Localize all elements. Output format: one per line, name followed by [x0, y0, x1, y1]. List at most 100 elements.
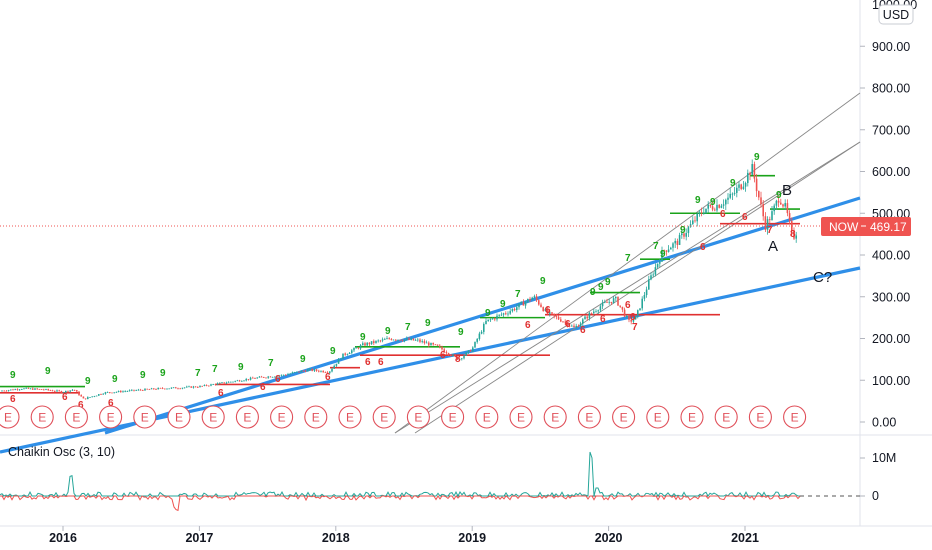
candle-body: [764, 216, 767, 230]
earnings-marker[interactable]: [612, 405, 636, 429]
candle-body: [692, 220, 694, 225]
earnings-marker[interactable]: [406, 405, 430, 429]
candle-body: [164, 388, 166, 390]
earnings-marker[interactable]: [748, 405, 772, 429]
candle-body: [553, 313, 555, 316]
candle-body: [247, 379, 250, 380]
candle-body: [687, 227, 690, 234]
candle-body: [214, 384, 217, 386]
candle-body: [263, 376, 265, 378]
time-axis[interactable]: 2016 2017 2018 2019 2020 2021: [49, 526, 759, 545]
candle-body: [293, 372, 296, 373]
setup-number-green: 9: [776, 190, 782, 201]
candle-body: [406, 338, 408, 340]
candle-body: [27, 387, 30, 389]
candle-body: [23, 388, 25, 390]
candle-body: [362, 343, 364, 346]
candle-body: [12, 389, 14, 391]
candle-body: [696, 213, 698, 222]
earnings-marker[interactable]: [30, 405, 54, 429]
setup-number-green: 9: [425, 318, 431, 329]
candle-body: [21, 389, 23, 390]
earnings-marker[interactable]: [577, 405, 601, 429]
candle-body: [791, 221, 793, 231]
earnings-marker[interactable]: [372, 405, 396, 429]
candle-body: [456, 356, 459, 360]
earnings-marker[interactable]: [0, 405, 20, 429]
candle-body: [542, 307, 544, 311]
candle-body: [509, 311, 511, 314]
channel-line-lower[interactable]: [394, 141, 861, 434]
oscillator-label[interactable]: Chaikin Osc (3, 10): [8, 445, 115, 459]
earnings-marker[interactable]: [475, 405, 499, 429]
candle-body: [172, 387, 175, 389]
setup-number-green: 9: [160, 368, 166, 379]
candle-body: [434, 344, 437, 346]
candle-body: [373, 341, 375, 343]
candle-body: [34, 388, 36, 390]
earnings-marker-label: E: [585, 411, 593, 425]
candle-body: [175, 387, 177, 389]
candle-body: [500, 314, 503, 316]
candle-body: [337, 359, 340, 364]
earnings-marker[interactable]: [338, 405, 362, 429]
setup-number-green: 9: [710, 197, 716, 208]
candle-body: [619, 305, 621, 307]
wave-label-b[interactable]: B: [782, 182, 792, 199]
candle-body: [617, 296, 619, 306]
candle-body: [67, 390, 69, 392]
setup-number-green: 7: [195, 368, 201, 379]
candle-body: [608, 301, 610, 303]
earnings-marker[interactable]: [543, 405, 567, 429]
candle-body: [777, 200, 780, 203]
currency-button[interactable]: [878, 4, 914, 25]
earnings-marker[interactable]: [99, 405, 123, 429]
earnings-marker[interactable]: [783, 405, 807, 429]
candle-body: [656, 263, 659, 268]
setup-number-red: 6: [365, 357, 371, 368]
setup-number-red: 6: [218, 388, 224, 399]
candle-body: [144, 388, 146, 391]
price-tick-label: 400.00: [872, 249, 910, 263]
setup-number-green: 9: [458, 327, 464, 338]
earnings-marker[interactable]: [270, 405, 294, 429]
earnings-marker[interactable]: [133, 405, 157, 429]
candle-body: [267, 376, 269, 378]
oscillator-line-negative: [0, 494, 801, 512]
earnings-marker-label: E: [551, 411, 559, 425]
earnings-marker[interactable]: [235, 405, 259, 429]
candle-body: [216, 383, 219, 385]
candle-body: [159, 387, 162, 389]
price-tick-label: 800.00: [872, 82, 910, 96]
candle-body: [511, 308, 514, 312]
drawings-layer[interactable]: [0, 92, 861, 454]
candle-body: [722, 204, 725, 206]
earnings-marker[interactable]: [646, 405, 670, 429]
channel-line-upper[interactable]: [394, 92, 861, 434]
setup-number-green: 9: [660, 249, 666, 260]
oscillator-pane[interactable]: [0, 451, 865, 512]
channel-line-inner[interactable]: [414, 141, 861, 434]
wave-label-c[interactable]: C?: [813, 269, 832, 286]
candle-body: [331, 368, 333, 372]
earnings-marker[interactable]: [680, 405, 704, 429]
earnings-marker[interactable]: [441, 405, 465, 429]
earnings-marker[interactable]: [167, 405, 191, 429]
earnings-marker[interactable]: [304, 405, 328, 429]
earnings-marker[interactable]: [509, 405, 533, 429]
candle-body: [304, 370, 307, 372]
candle-body: [769, 219, 771, 221]
earnings-marker[interactable]: [64, 405, 88, 429]
trendline-upper[interactable]: [104, 196, 861, 435]
wave-label-a[interactable]: A: [768, 238, 778, 255]
candle-body: [744, 183, 747, 187]
earnings-marker[interactable]: [714, 405, 738, 429]
price-axis[interactable]: 900.00800.00700.00600.00500.00400.00300.…: [860, 40, 910, 430]
earnings-marker[interactable]: [201, 405, 225, 429]
candle-body: [709, 204, 712, 207]
earnings-marker-label: E: [38, 411, 46, 425]
candle-body: [320, 370, 322, 372]
candle-body: [232, 381, 234, 383]
